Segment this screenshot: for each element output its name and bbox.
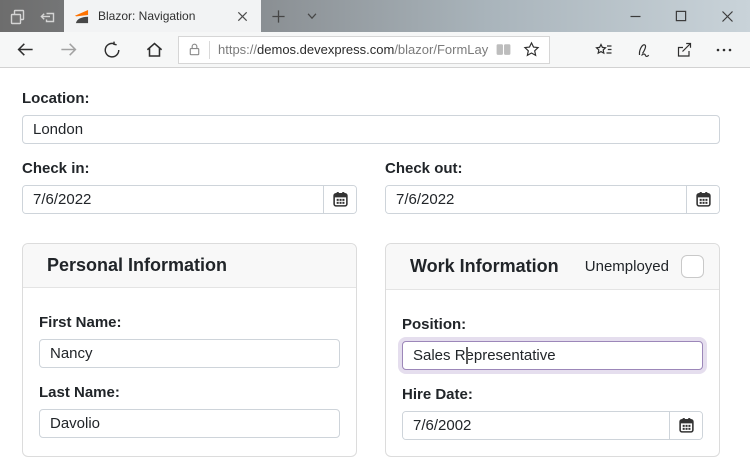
- hire-date-input[interactable]: [403, 412, 669, 439]
- text-cursor: [466, 347, 468, 364]
- close-icon: [721, 10, 733, 22]
- url-scheme: https://: [218, 42, 258, 57]
- check-out-label: Check out:: [385, 160, 463, 177]
- back-arrow-icon: [17, 43, 33, 56]
- work-information-card: Work Information Unemployed Position: Hi…: [385, 243, 720, 457]
- first-name-label: First Name:: [39, 314, 122, 331]
- reading-view-button[interactable]: [491, 38, 515, 62]
- back-button[interactable]: [4, 34, 47, 66]
- tab-restore-arrow-icon: [39, 12, 54, 22]
- check-in-label: Check in:: [22, 160, 90, 177]
- close-window-button[interactable]: [704, 0, 750, 32]
- location-label: Location:: [22, 90, 90, 107]
- tab-title: Blazor: Navigation: [98, 9, 196, 23]
- unemployed-checkbox[interactable]: [681, 255, 704, 278]
- star-icon: [523, 41, 539, 57]
- minimize-icon: [630, 15, 640, 17]
- ink-pen-icon: [638, 43, 650, 57]
- overlapping-squares-icon: [10, 9, 24, 24]
- check-out-input[interactable]: [386, 186, 686, 213]
- browser-toolbar: https://demos.devexpress.com/blazor/Form…: [0, 32, 750, 68]
- check-out-calendar-button[interactable]: [686, 186, 719, 213]
- hub-star-list-icon: [595, 42, 612, 54]
- calendar-icon: [695, 192, 711, 207]
- home-button[interactable]: [133, 34, 176, 66]
- tab-preview-button[interactable]: [4, 3, 30, 29]
- check-out-date-edit: [385, 185, 720, 214]
- calendar-icon: [332, 192, 348, 207]
- hire-date-edit: [402, 411, 703, 440]
- maximize-button[interactable]: [658, 0, 704, 32]
- browser-tab[interactable]: Blazor: Navigation: [64, 0, 261, 32]
- restore-tabs-button[interactable]: [34, 3, 60, 29]
- calendar-icon: [678, 418, 694, 433]
- work-card-header: Work Information Unemployed: [386, 244, 719, 290]
- url-text: https://demos.devexpress.com/blazor/Form…: [218, 42, 491, 57]
- url-host: demos.devexpress.com: [257, 42, 395, 57]
- check-in-input[interactable]: [23, 186, 323, 213]
- favorites-hub-button[interactable]: [584, 34, 624, 66]
- position-label: Position:: [402, 316, 467, 333]
- first-name-input[interactable]: [39, 339, 340, 368]
- work-card-title: Work Information: [410, 256, 559, 276]
- location-input[interactable]: [22, 115, 720, 144]
- check-in-date-edit: [22, 185, 357, 214]
- minimize-button[interactable]: [612, 0, 658, 32]
- share-icon: [677, 42, 692, 57]
- devexpress-favicon: [74, 9, 89, 23]
- window-controls: [612, 0, 750, 32]
- forward-button[interactable]: [47, 34, 90, 66]
- hire-date-label: Hire Date:: [402, 386, 473, 403]
- position-input[interactable]: [402, 341, 703, 370]
- toolbar-right-icons: [584, 34, 746, 66]
- personal-information-card: Personal Information First Name: Last Na…: [22, 243, 357, 457]
- personal-card-header: Personal Information: [23, 244, 356, 288]
- refresh-icon: [104, 41, 119, 58]
- new-tab-button[interactable]: [261, 0, 295, 32]
- address-divider: [209, 40, 210, 59]
- check-in-calendar-button[interactable]: [323, 186, 356, 213]
- chevron-down-icon: [307, 13, 317, 20]
- tab-actions-corner: [0, 0, 64, 32]
- forward-arrow-icon: [61, 43, 77, 56]
- hire-date-calendar-button[interactable]: [669, 412, 702, 439]
- tab-list-dropdown-button[interactable]: [295, 0, 329, 32]
- address-bar[interactable]: https://demos.devexpress.com/blazor/Form…: [178, 35, 550, 64]
- share-button[interactable]: [664, 34, 704, 66]
- last-name-input[interactable]: [39, 409, 340, 438]
- web-note-button[interactable]: [624, 34, 664, 66]
- ellipsis-icon: [716, 48, 732, 51]
- maximize-icon: [675, 10, 687, 22]
- settings-more-button[interactable]: [704, 34, 744, 66]
- unemployed-label: Unemployed: [584, 258, 669, 275]
- personal-card-title: Personal Information: [47, 255, 228, 275]
- reading-view-book-icon: [496, 44, 510, 55]
- url-path: /blazor/FormLay: [394, 42, 489, 57]
- tab-close-icon[interactable]: [232, 6, 252, 26]
- plus-icon: [271, 9, 285, 23]
- home-icon: [146, 42, 163, 57]
- lock-icon: [189, 43, 200, 56]
- add-favorite-button[interactable]: [519, 38, 543, 62]
- refresh-button[interactable]: [90, 34, 133, 66]
- page-content: Location: Check in:: [0, 68, 750, 476]
- last-name-label: Last Name:: [39, 384, 120, 401]
- title-bar: Blazor: Navigation: [0, 0, 750, 32]
